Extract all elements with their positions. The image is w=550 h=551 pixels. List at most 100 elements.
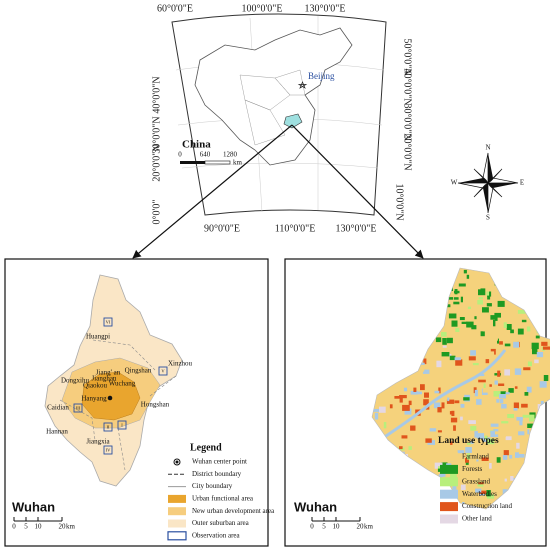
- graticule-label: 40°0'0"N: [151, 76, 162, 113]
- land-patch: [523, 367, 531, 371]
- land-patch: [496, 457, 501, 463]
- land-patch: [394, 396, 402, 399]
- legend-label: Forests: [462, 465, 483, 473]
- land-patch: [482, 437, 490, 442]
- river: [379, 349, 507, 442]
- land-patch: [522, 414, 530, 418]
- district-label: Qiaokou: [83, 382, 108, 390]
- land-patch: [513, 402, 519, 409]
- land-patch: [465, 447, 472, 453]
- land-patch: [399, 446, 403, 450]
- land-patch: [447, 297, 453, 300]
- legend-label: Construction land: [462, 502, 512, 510]
- land-patch: [487, 293, 491, 300]
- land-patch: [472, 363, 479, 366]
- land-patch: [499, 341, 503, 345]
- land-patch: [455, 359, 463, 366]
- land-patch: [535, 335, 540, 339]
- land-patch: [478, 482, 484, 485]
- legend-title: Land use types: [438, 436, 499, 446]
- land-patch: [506, 324, 512, 330]
- land-patch: [449, 411, 453, 415]
- center-point: [107, 395, 113, 401]
- land-patch: [543, 375, 549, 381]
- land-patch: [525, 419, 532, 424]
- compass-label: W: [451, 179, 458, 187]
- land-patch: [449, 355, 457, 361]
- capital-label: Beijing: [308, 71, 335, 81]
- land-patch: [536, 352, 544, 358]
- legend-symbol: [173, 458, 181, 466]
- land-patch: [534, 359, 539, 364]
- land-patch: [470, 441, 474, 444]
- land-patch: [408, 400, 412, 406]
- land-patch: [526, 326, 531, 332]
- land-patch: [416, 365, 425, 372]
- scale-label: 1280: [223, 151, 238, 159]
- land-patch: [475, 488, 482, 493]
- district-label: Qingshan: [125, 367, 152, 375]
- scale-label: 0: [178, 151, 182, 159]
- land-patch: [450, 441, 453, 445]
- land-patch: [469, 380, 477, 385]
- land-patch: [501, 421, 509, 424]
- district-label: Huangpi: [86, 333, 110, 341]
- observation-area: [103, 445, 113, 455]
- land-patch: [500, 433, 506, 438]
- land-patch: [514, 386, 518, 389]
- land-patch: [478, 288, 486, 296]
- land-patch: [514, 368, 522, 375]
- graticule-label: 110°0'0"E: [275, 223, 316, 234]
- land-patch: [504, 369, 510, 376]
- district-label: Jiang' an: [96, 369, 121, 377]
- land-patch: [448, 313, 457, 319]
- land-patch: [450, 473, 457, 480]
- land-patch: [446, 399, 455, 404]
- land-patch: [441, 352, 450, 357]
- scale-unit: km: [233, 159, 243, 167]
- land-patch: [490, 342, 495, 346]
- land-patch: [498, 468, 503, 476]
- scale-unit: km: [66, 523, 76, 531]
- land-patch: [446, 304, 451, 308]
- land-patch: [478, 297, 483, 300]
- china-outline: [194, 27, 353, 166]
- land-patch: [437, 407, 442, 413]
- land-patch: [482, 428, 489, 432]
- observation-label: VI: [106, 320, 111, 325]
- land-patch: [479, 490, 487, 494]
- land-patch: [471, 325, 477, 330]
- land-patch: [516, 442, 520, 449]
- legend-symbol: [167, 531, 187, 541]
- scale-bar: [204, 160, 231, 165]
- scale-unit: km: [364, 523, 374, 531]
- legend-swatch: [440, 514, 458, 524]
- land-patch: [465, 458, 469, 463]
- scale-label: 20: [357, 523, 365, 531]
- land-patch: [486, 303, 492, 307]
- land-patch: [532, 348, 538, 355]
- graticule-label: 100°0'0"E: [242, 3, 283, 14]
- land-patch: [524, 392, 529, 396]
- land-patch: [433, 402, 441, 409]
- country-label: China: [182, 139, 211, 151]
- land-patch: [483, 383, 486, 388]
- legend-swatch: [440, 477, 458, 487]
- scale-label: 5: [322, 523, 326, 531]
- land-patch: [477, 300, 483, 305]
- legend-swatch: [440, 464, 458, 474]
- land-patch: [438, 474, 444, 477]
- land-patch: [460, 403, 465, 408]
- land-patch: [531, 342, 539, 350]
- observation-label: IV: [106, 448, 111, 453]
- land-patch: [482, 329, 488, 332]
- land-patch: [386, 419, 394, 425]
- land-patch: [521, 319, 527, 323]
- land-patch: [372, 408, 380, 412]
- scale-label: 5: [24, 523, 28, 531]
- land-patch: [521, 403, 528, 408]
- land-patch: [487, 410, 493, 416]
- city-outline: [371, 267, 550, 510]
- district-label: Jianghan: [92, 375, 117, 383]
- graticule-label: 50°0'0"N: [402, 38, 413, 75]
